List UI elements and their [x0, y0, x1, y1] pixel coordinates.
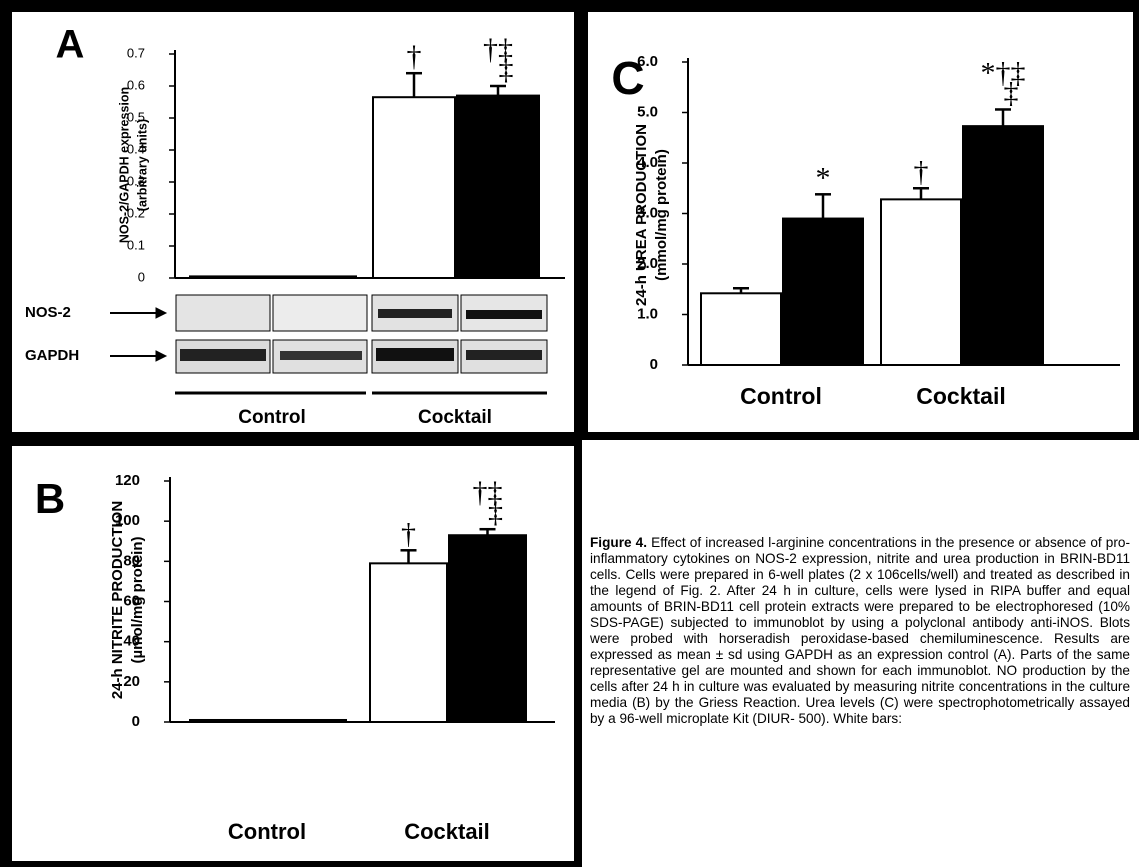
y-tick-label: 120	[115, 472, 140, 489]
y-tick-label: 6.0	[637, 53, 658, 70]
blot-label: GAPDH	[25, 347, 79, 364]
x-tick-label: Control	[238, 407, 306, 428]
significance-label: *	[816, 161, 831, 194]
y-tick-label: 0	[138, 269, 145, 284]
bar	[274, 276, 356, 278]
bar	[370, 563, 447, 722]
y-tick-label: 20	[123, 673, 140, 690]
x-tick-label: Cocktail	[916, 383, 1005, 409]
bar	[449, 535, 526, 722]
y-tick-label: 2.0	[637, 255, 658, 272]
y-tick-label: 0.6	[127, 77, 145, 92]
y-tick-label: 0	[650, 356, 658, 373]
y-tick-label: 0.4	[127, 141, 145, 156]
y-tick-label: 0.5	[127, 109, 145, 124]
x-tick-label: Control	[740, 383, 822, 409]
significance-label: †	[407, 40, 422, 73]
y-tick-label: 3.0	[637, 204, 658, 221]
y-tick-label: 0.2	[127, 205, 145, 220]
caption-text: Effect of increased l-arginine concentra…	[590, 535, 1130, 726]
panel-letter: A	[56, 23, 85, 67]
y-tick-label: 1.0	[637, 305, 658, 322]
caption-label: Figure 4.	[590, 535, 647, 550]
y-tick-label: 0.7	[127, 45, 145, 60]
y-tick-label: 60	[123, 592, 140, 609]
y-tick-label: 80	[123, 552, 140, 569]
x-tick-label: Cocktail	[404, 819, 490, 844]
bar	[190, 720, 267, 722]
y-tick-label: 40	[123, 633, 140, 650]
y-tick-label: 100	[115, 512, 140, 529]
page: NOS-2 GAPDH ANOS-2/GAPDH expression(arbi…	[0, 0, 1139, 867]
y-tick-label: 0	[132, 713, 140, 730]
bar	[457, 96, 539, 278]
bar	[701, 293, 781, 365]
y-tick-label: 4.0	[637, 154, 658, 171]
bar	[190, 276, 272, 278]
significance-label: †	[914, 155, 929, 188]
x-tick-label: Control	[228, 819, 306, 844]
bar	[963, 126, 1043, 365]
y-tick-label: 5.0	[637, 103, 658, 120]
y-tick-label: 0.1	[127, 237, 145, 252]
caption: Figure 4. Effect of increased l-arginine…	[590, 535, 1130, 847]
significance-label: †	[401, 517, 416, 550]
bar	[783, 219, 863, 365]
y-axis-label: (arbitrary units)	[135, 119, 149, 211]
bar	[881, 199, 961, 365]
blot-label: NOS-2	[25, 304, 71, 321]
bar	[269, 720, 346, 722]
panel-letter: B	[35, 475, 65, 522]
y-tick-label: 0.3	[127, 173, 145, 188]
bar	[373, 97, 455, 278]
x-tick-label: Cocktail	[418, 407, 492, 428]
